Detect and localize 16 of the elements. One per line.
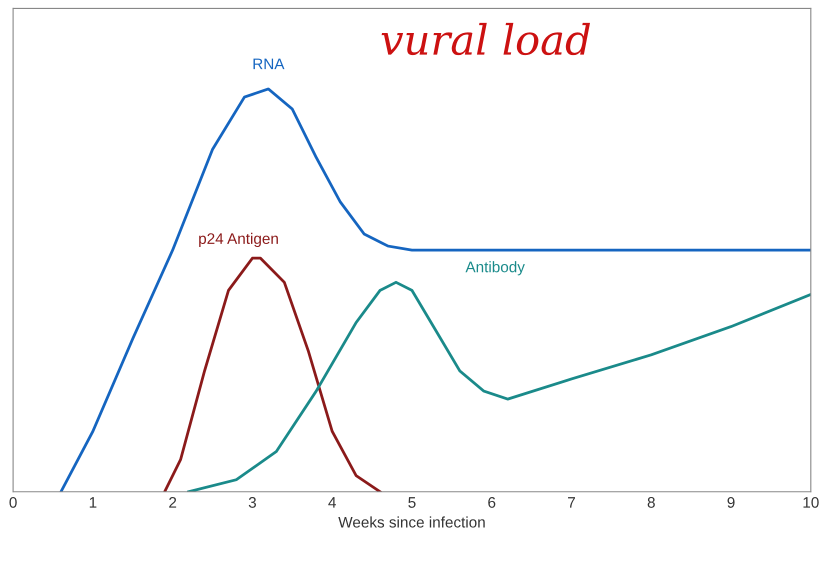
x-tick-label: 6: [488, 497, 496, 508]
x-tick-label: 3: [248, 497, 256, 508]
series-label: p24 Antigen: [199, 232, 278, 248]
text: vural load: [382, 22, 590, 56]
x-tick-label: 10: [803, 497, 819, 508]
x-tick-label: 5: [408, 497, 416, 508]
x-tick-label: 1: [90, 497, 96, 508]
text: Antibody: [465, 261, 525, 276]
series-label: RNA: [253, 58, 284, 70]
x-tick-label: 4: [328, 497, 336, 508]
x-tick-label: 0: [9, 497, 17, 508]
x-tick-label: 8: [648, 497, 655, 508]
x-axis-title: Weeks since infection: [338, 516, 485, 528]
x-tick-label: 7: [568, 497, 575, 508]
x-tick-label: 2: [169, 497, 176, 508]
x-tick-label: 9: [728, 497, 735, 508]
